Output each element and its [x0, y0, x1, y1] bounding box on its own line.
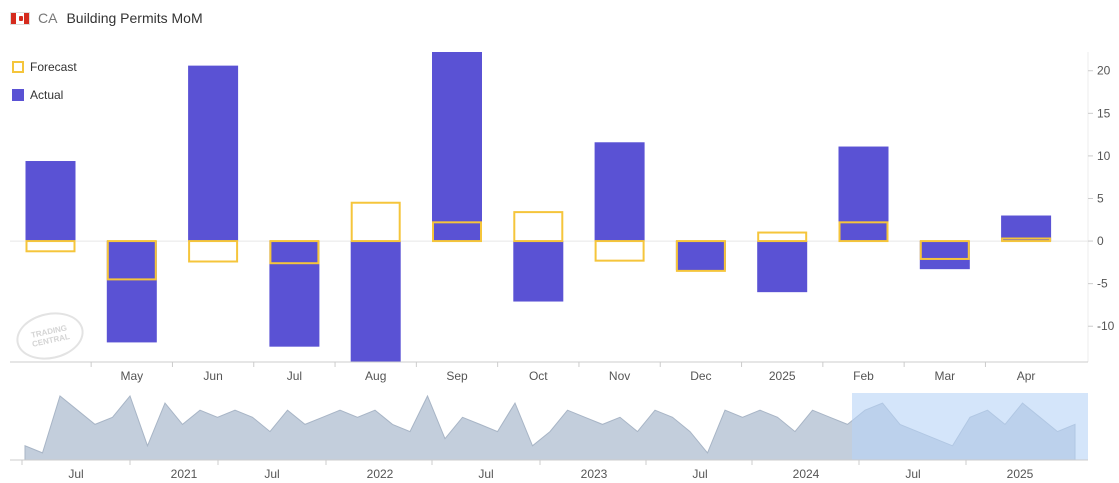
forecast-bar [513, 211, 564, 243]
x-tick-label: Mar [934, 369, 955, 383]
forecast-bar [757, 231, 808, 243]
x-tick-label: 2025 [769, 369, 796, 383]
x-tick-label: May [120, 369, 143, 383]
forecast-swatch-icon [12, 61, 24, 73]
navigator-tick-label: 2024 [793, 467, 820, 481]
legend-item-forecast[interactable]: Forecast [12, 60, 77, 74]
forecast-bar [350, 201, 401, 243]
forecast-bar [106, 240, 157, 281]
y-tick-label: 0 [1097, 234, 1104, 248]
y-tick-label: 10 [1097, 149, 1111, 163]
actual-bar [25, 161, 76, 242]
navigator-tick-label: Jul [905, 467, 920, 481]
x-tick-label: Sep [446, 369, 468, 383]
chart-header: CA Building Permits MoM [10, 8, 203, 28]
forecast-bar [25, 240, 76, 253]
canada-flag-icon [10, 11, 30, 25]
legend-label-forecast: Forecast [30, 60, 77, 74]
actual-bar [513, 241, 564, 302]
y-tick-label: 20 [1097, 64, 1111, 78]
x-tick-label: Feb [853, 369, 874, 383]
actual-bar [106, 241, 157, 343]
navigator-tick-label: 2025 [1007, 467, 1034, 481]
navigator-tick-label: 2023 [581, 467, 608, 481]
country-code: CA [38, 10, 58, 26]
y-tick-label: 5 [1097, 191, 1104, 205]
navigator-tick-label: Jul [68, 467, 83, 481]
actual-bar [1001, 215, 1052, 242]
x-tick-label: Apr [1017, 369, 1036, 383]
actual-bar [269, 241, 320, 347]
navigator-tick-label: 2021 [171, 467, 198, 481]
actual-bar [919, 241, 970, 270]
forecast-bar [1001, 237, 1052, 243]
navigator-tick-label: 2022 [367, 467, 394, 481]
actual-bar [838, 146, 889, 242]
actual-bar [188, 65, 239, 242]
x-tick-label: Oct [529, 369, 548, 383]
y-tick-label: -10 [1097, 319, 1115, 333]
forecast-bar [675, 240, 726, 272]
x-tick-label: Aug [365, 369, 386, 383]
forecast-bar [269, 240, 320, 265]
forecast-bar [432, 221, 482, 243]
actual-bar [675, 241, 726, 271]
navigator-tick-label: Jul [478, 467, 493, 481]
forecast-bar [919, 240, 970, 260]
forecast-bar [594, 240, 645, 262]
navigator-tick-label: Jul [264, 467, 279, 481]
forecast-bar [188, 240, 239, 263]
x-tick-label: Jun [203, 369, 222, 383]
x-tick-label: Dec [690, 369, 711, 383]
legend-label-actual: Actual [30, 88, 64, 102]
navigator-window [852, 393, 1088, 460]
actual-bar [350, 241, 401, 362]
forecast-bar [838, 221, 889, 243]
navigator-tick-label: Jul [692, 467, 707, 481]
y-tick-label: 15 [1097, 106, 1111, 120]
y-tick-label: -5 [1097, 277, 1108, 291]
legend: Forecast Actual [12, 60, 77, 116]
actual-bar [594, 142, 645, 242]
x-tick-label: Nov [609, 369, 630, 383]
actual-bar [432, 52, 482, 242]
x-tick-label: Jul [287, 369, 302, 383]
legend-item-actual[interactable]: Actual [12, 88, 77, 102]
actual-bar [757, 241, 808, 293]
actual-swatch-icon [12, 89, 24, 101]
chart-title: Building Permits MoM [66, 10, 203, 26]
